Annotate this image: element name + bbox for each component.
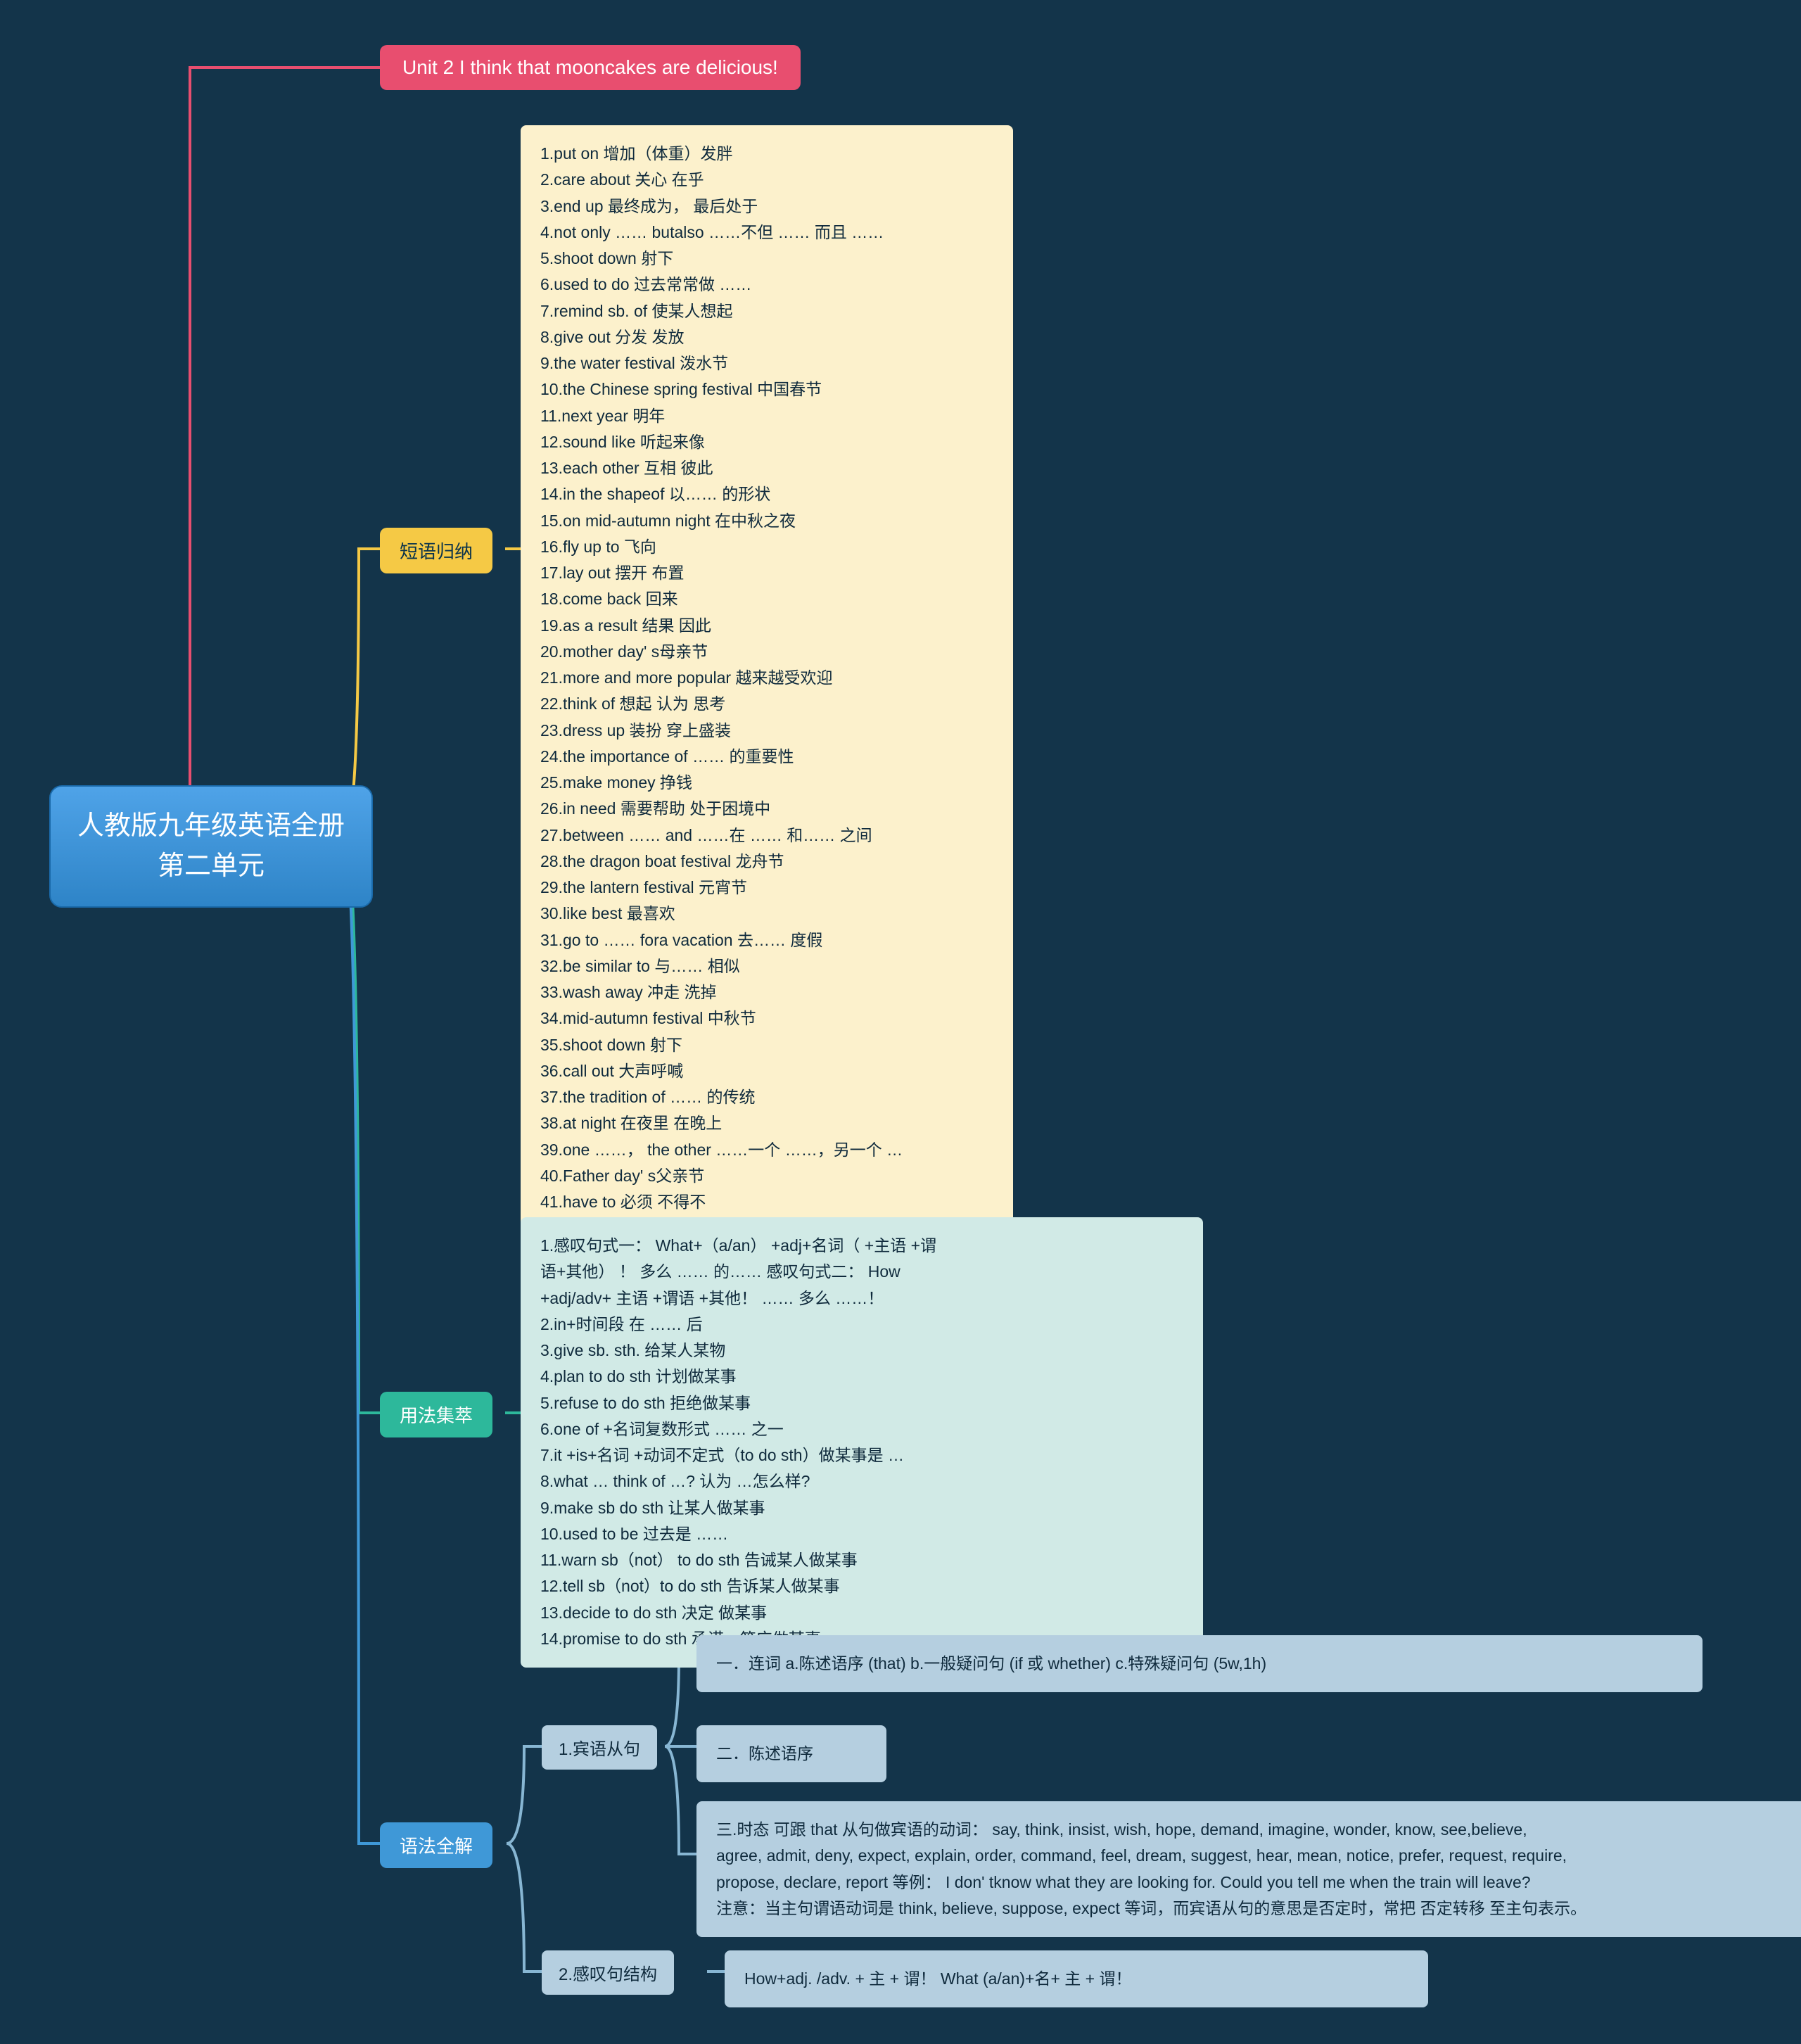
phrase-line: 11.next year 明年: [540, 403, 993, 429]
grammar-sub-2-1-text: How+adj. /adv. + 主 + 谓！ What (a/an)+名+ 主…: [744, 1969, 1132, 1988]
phrase-line: 9.the water festival 泼水节: [540, 350, 993, 376]
grammar-sub-2-1: How+adj. /adv. + 主 + 谓！ What (a/an)+名+ 主…: [725, 1950, 1428, 2007]
phrases-label: 短语归纳: [400, 541, 473, 562]
unit-title-node: Unit 2 I think that mooncakes are delici…: [380, 45, 801, 90]
phrases-branch-node: 短语归纳: [380, 528, 492, 573]
phrase-line: 18.come back 回来: [540, 586, 993, 612]
usage-content-box: 1.感叹句式一： What+（a/an） +adj+名词（ +主语 +谓语+其他…: [521, 1217, 1203, 1668]
grammar-sub-1-2-text: 二．陈述语序: [716, 1744, 813, 1763]
phrase-line: 31.go to …… fora vacation 去…… 度假: [540, 927, 993, 953]
usage-line: 2.in+时间段 在 …… 后: [540, 1312, 1183, 1338]
phrase-line: 12.sound like 听起来像: [540, 429, 993, 455]
root-title-line1: 人教版九年级英语全册: [77, 811, 345, 841]
usage-line: 9.make sb do sth 让某人做某事: [540, 1495, 1183, 1521]
usage-line: 5.refuse to do sth 拒绝做某事: [540, 1390, 1183, 1416]
phrase-line: 23.dress up 装扮 穿上盛装: [540, 718, 993, 744]
phrase-line: 34.mid-autumn festival 中秋节: [540, 1005, 993, 1031]
phrase-line: 2.care about 关心 在乎: [540, 167, 993, 193]
grammar-child-2: 2.感叹句结构: [542, 1950, 674, 1995]
grammar-label: 语法全解: [400, 1836, 473, 1857]
usage-line: 4.plan to do sth 计划做某事: [540, 1364, 1183, 1390]
usage-line: 1.感叹句式一： What+（a/an） +adj+名词（ +主语 +谓: [540, 1233, 1183, 1259]
phrase-line: 16.fly up to 飞向: [540, 534, 993, 560]
phrase-line: 26.in need 需要帮助 处于困境中: [540, 796, 993, 822]
grammar-line: propose, declare, report 等例： I don' tkno…: [716, 1870, 1801, 1896]
phrase-line: 41.have to 必须 不得不: [540, 1189, 993, 1215]
grammar-child-2-label: 2.感叹句结构: [559, 1965, 657, 1984]
grammar-branch-node: 语法全解: [380, 1822, 492, 1868]
grammar-line: agree, admit, deny, expect, explain, ord…: [716, 1843, 1801, 1869]
phrase-line: 21.more and more popular 越来越受欢迎: [540, 665, 993, 691]
phrase-line: 29.the lantern festival 元宵节: [540, 875, 993, 901]
phrase-line: 38.at night 在夜里 在晚上: [540, 1110, 993, 1136]
usage-line: 10.used to be 过去是 ……: [540, 1521, 1183, 1547]
phrase-line: 40.Father day' s父亲节: [540, 1163, 993, 1189]
grammar-sub-1-1: 一．连词 a.陈述语序 (that) b.一般疑问句 (if 或 whether…: [696, 1635, 1703, 1692]
phrase-line: 4.not only …… butalso ……不但 …… 而且 ……: [540, 220, 993, 246]
phrase-line: 5.shoot down 射下: [540, 246, 993, 272]
phrase-line: 15.on mid-autumn night 在中秋之夜: [540, 508, 993, 534]
grammar-line: 注意：当主句谓语动词是 think, believe, suppose, exp…: [716, 1896, 1801, 1922]
usage-line: 语+其他） ！ 多么 …… 的…… 感叹句式二： How: [540, 1259, 1183, 1285]
phrase-line: 35.shoot down 射下: [540, 1032, 993, 1058]
phrase-line: 24.the importance of …… 的重要性: [540, 744, 993, 770]
grammar-sub-1-2: 二．陈述语序: [696, 1725, 886, 1782]
usage-line: 13.decide to do sth 决定 做某事: [540, 1600, 1183, 1626]
usage-line: 12.tell sb（not）to do sth 告诉某人做某事: [540, 1573, 1183, 1599]
phrase-line: 10.the Chinese spring festival 中国春节: [540, 376, 993, 402]
usage-line: 8.what … think of …? 认为 …怎么样?: [540, 1468, 1183, 1494]
usage-label: 用法集萃: [400, 1405, 473, 1426]
usage-line: 6.one of +名词复数形式 …… 之一: [540, 1416, 1183, 1442]
phrase-line: 39.one ……， the other ……一个 ……，另一个 …: [540, 1137, 993, 1163]
phrase-line: 1.put on 增加（体重）发胖: [540, 141, 993, 167]
grammar-line: 三.时态 可跟 that 从句做宾语的动词： say, think, insis…: [716, 1817, 1801, 1843]
phrase-line: 6.used to do 过去常常做 ……: [540, 272, 993, 298]
phrase-line: 33.wash away 冲走 洗掉: [540, 979, 993, 1005]
usage-line: 3.give sb. sth. 给某人某物: [540, 1338, 1183, 1364]
grammar-child-1: 1.宾语从句: [542, 1725, 657, 1770]
phrase-line: 17.lay out 摆开 布置: [540, 560, 993, 586]
phrases-content-box: 1.put on 增加（体重）发胖2.care about 关心 在乎3.end…: [521, 125, 1013, 1362]
phrase-line: 22.think of 想起 认为 思考: [540, 691, 993, 717]
phrase-line: 14.in the shapeof 以…… 的形状: [540, 481, 993, 507]
phrase-line: 32.be similar to 与…… 相似: [540, 953, 993, 979]
grammar-child-1-label: 1.宾语从句: [559, 1740, 640, 1759]
root-node: 人教版九年级英语全册 第二单元: [49, 785, 373, 908]
grammar-sub-1-1-text: 一．连词 a.陈述语序 (that) b.一般疑问句 (if 或 whether…: [716, 1654, 1266, 1672]
phrase-line: 30.like best 最喜欢: [540, 901, 993, 927]
phrase-line: 19.as a result 结果 因此: [540, 613, 993, 639]
phrase-line: 8.give out 分发 发放: [540, 324, 993, 350]
usage-branch-node: 用法集萃: [380, 1392, 492, 1437]
usage-line: +adj/adv+ 主语 +谓语 +其他！ …… 多么 ……！: [540, 1286, 1183, 1312]
phrase-line: 20.mother day' s母亲节: [540, 639, 993, 665]
phrase-line: 28.the dragon boat festival 龙舟节: [540, 849, 993, 875]
usage-line: 7.it +is+名词 +动词不定式（to do sth）做某事是 …: [540, 1442, 1183, 1468]
phrase-line: 3.end up 最终成为， 最后处于: [540, 193, 993, 220]
phrase-line: 7.remind sb. of 使某人想起: [540, 298, 993, 324]
usage-line: 11.warn sb（not） to do sth 告诫某人做某事: [540, 1547, 1183, 1573]
grammar-sub-1-3: 三.时态 可跟 that 从句做宾语的动词： say, think, insis…: [696, 1801, 1801, 1937]
phrase-line: 25.make money 挣钱: [540, 770, 993, 796]
phrase-line: 37.the tradition of …… 的传统: [540, 1084, 993, 1110]
unit-title-label: Unit 2 I think that mooncakes are delici…: [402, 56, 778, 78]
phrase-line: 27.between …… and ……在 …… 和…… 之间: [540, 823, 993, 849]
root-title-line2: 第二单元: [158, 851, 265, 881]
phrase-line: 13.each other 互相 彼此: [540, 455, 993, 481]
phrase-line: 36.call out 大声呼喊: [540, 1058, 993, 1084]
